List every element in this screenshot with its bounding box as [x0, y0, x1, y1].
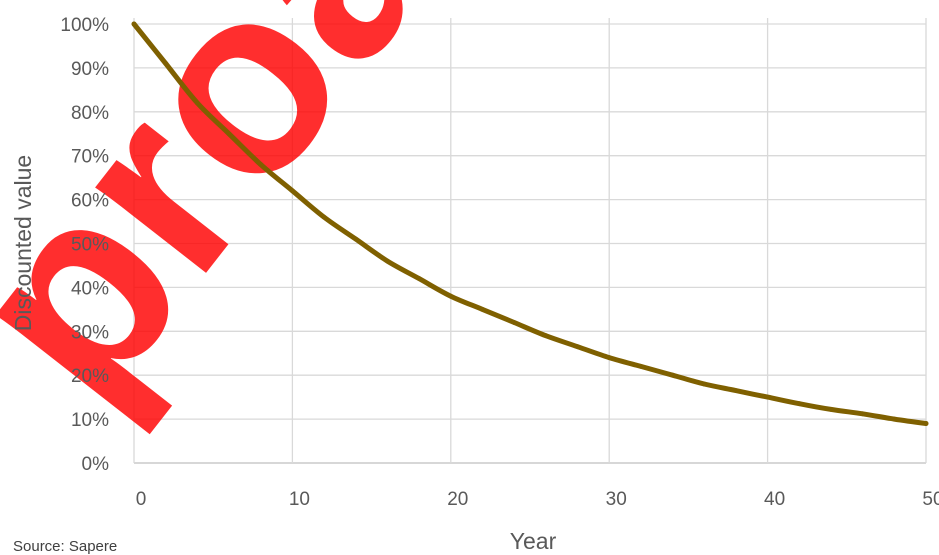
- series-line: [131, 21, 929, 426]
- y-tick-label: 40%: [71, 278, 109, 299]
- data-point: [163, 61, 169, 66]
- y-tick-label: 90%: [71, 59, 109, 80]
- data-point: [733, 388, 739, 393]
- data-point: [543, 333, 549, 339]
- data-point: [765, 394, 770, 400]
- data-point: [796, 401, 802, 407]
- data-point: [321, 214, 327, 220]
- x-tick-label: 40: [764, 489, 785, 510]
- data-point: [448, 293, 454, 299]
- x-tick-label: 20: [447, 489, 468, 510]
- data-point: [828, 407, 834, 412]
- y-tick-label: 80%: [71, 103, 109, 124]
- data-point: [258, 162, 264, 167]
- data-point: [860, 411, 865, 417]
- data-point: [385, 258, 390, 264]
- data-point: [701, 381, 707, 387]
- y-axis-title: Discounted value: [10, 155, 36, 331]
- grid-lines: [133, 18, 927, 464]
- data-point: [511, 320, 517, 325]
- data-point: [923, 421, 929, 426]
- data-point: [606, 355, 612, 360]
- y-tick-label: 30%: [71, 322, 109, 343]
- source-note: Source: Sapere: [13, 538, 118, 555]
- y-tick-label: 70%: [71, 147, 109, 168]
- x-tick-labels: 0 10 20 30 40 50: [136, 489, 939, 510]
- x-tick-label: 0: [136, 489, 147, 510]
- data-point: [575, 344, 580, 350]
- data-point: [891, 416, 897, 422]
- data-point: [480, 307, 485, 312]
- y-tick-label: 50%: [71, 235, 109, 256]
- data-point: [226, 131, 232, 137]
- data-point: [290, 188, 295, 194]
- data-point: [131, 21, 137, 27]
- y-tick-labels: 0% 10% 20% 30% 40% 50% 60% 70% 80% 90% 100%: [60, 15, 109, 475]
- data-point: [670, 372, 675, 378]
- x-tick-label: 30: [606, 489, 627, 510]
- data-point: [638, 364, 644, 369]
- y-tick-label: 60%: [71, 191, 109, 212]
- y-tick-label: 20%: [71, 366, 109, 387]
- x-tick-label: 50: [922, 489, 939, 510]
- y-tick-label: 100%: [60, 15, 109, 36]
- y-tick-label: 0%: [82, 454, 110, 475]
- y-tick-label: 10%: [71, 410, 109, 431]
- data-point: [353, 236, 359, 242]
- x-axis-title: Year: [510, 528, 557, 552]
- data-point: [195, 100, 200, 106]
- data-point: [416, 276, 422, 281]
- series-group: [131, 21, 929, 426]
- x-tick-label: 10: [289, 489, 310, 510]
